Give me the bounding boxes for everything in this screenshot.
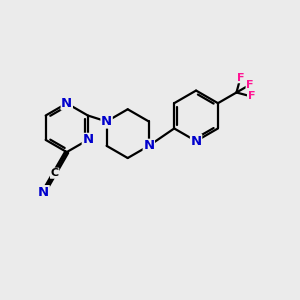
Text: N: N xyxy=(82,134,93,146)
Text: N: N xyxy=(61,97,72,110)
Text: N: N xyxy=(143,139,155,152)
Text: N: N xyxy=(190,135,202,148)
Text: F: F xyxy=(237,73,244,83)
Text: F: F xyxy=(248,92,255,101)
Text: N: N xyxy=(101,115,112,128)
Text: C: C xyxy=(50,168,59,178)
Text: N: N xyxy=(38,186,49,199)
Text: F: F xyxy=(246,80,253,90)
